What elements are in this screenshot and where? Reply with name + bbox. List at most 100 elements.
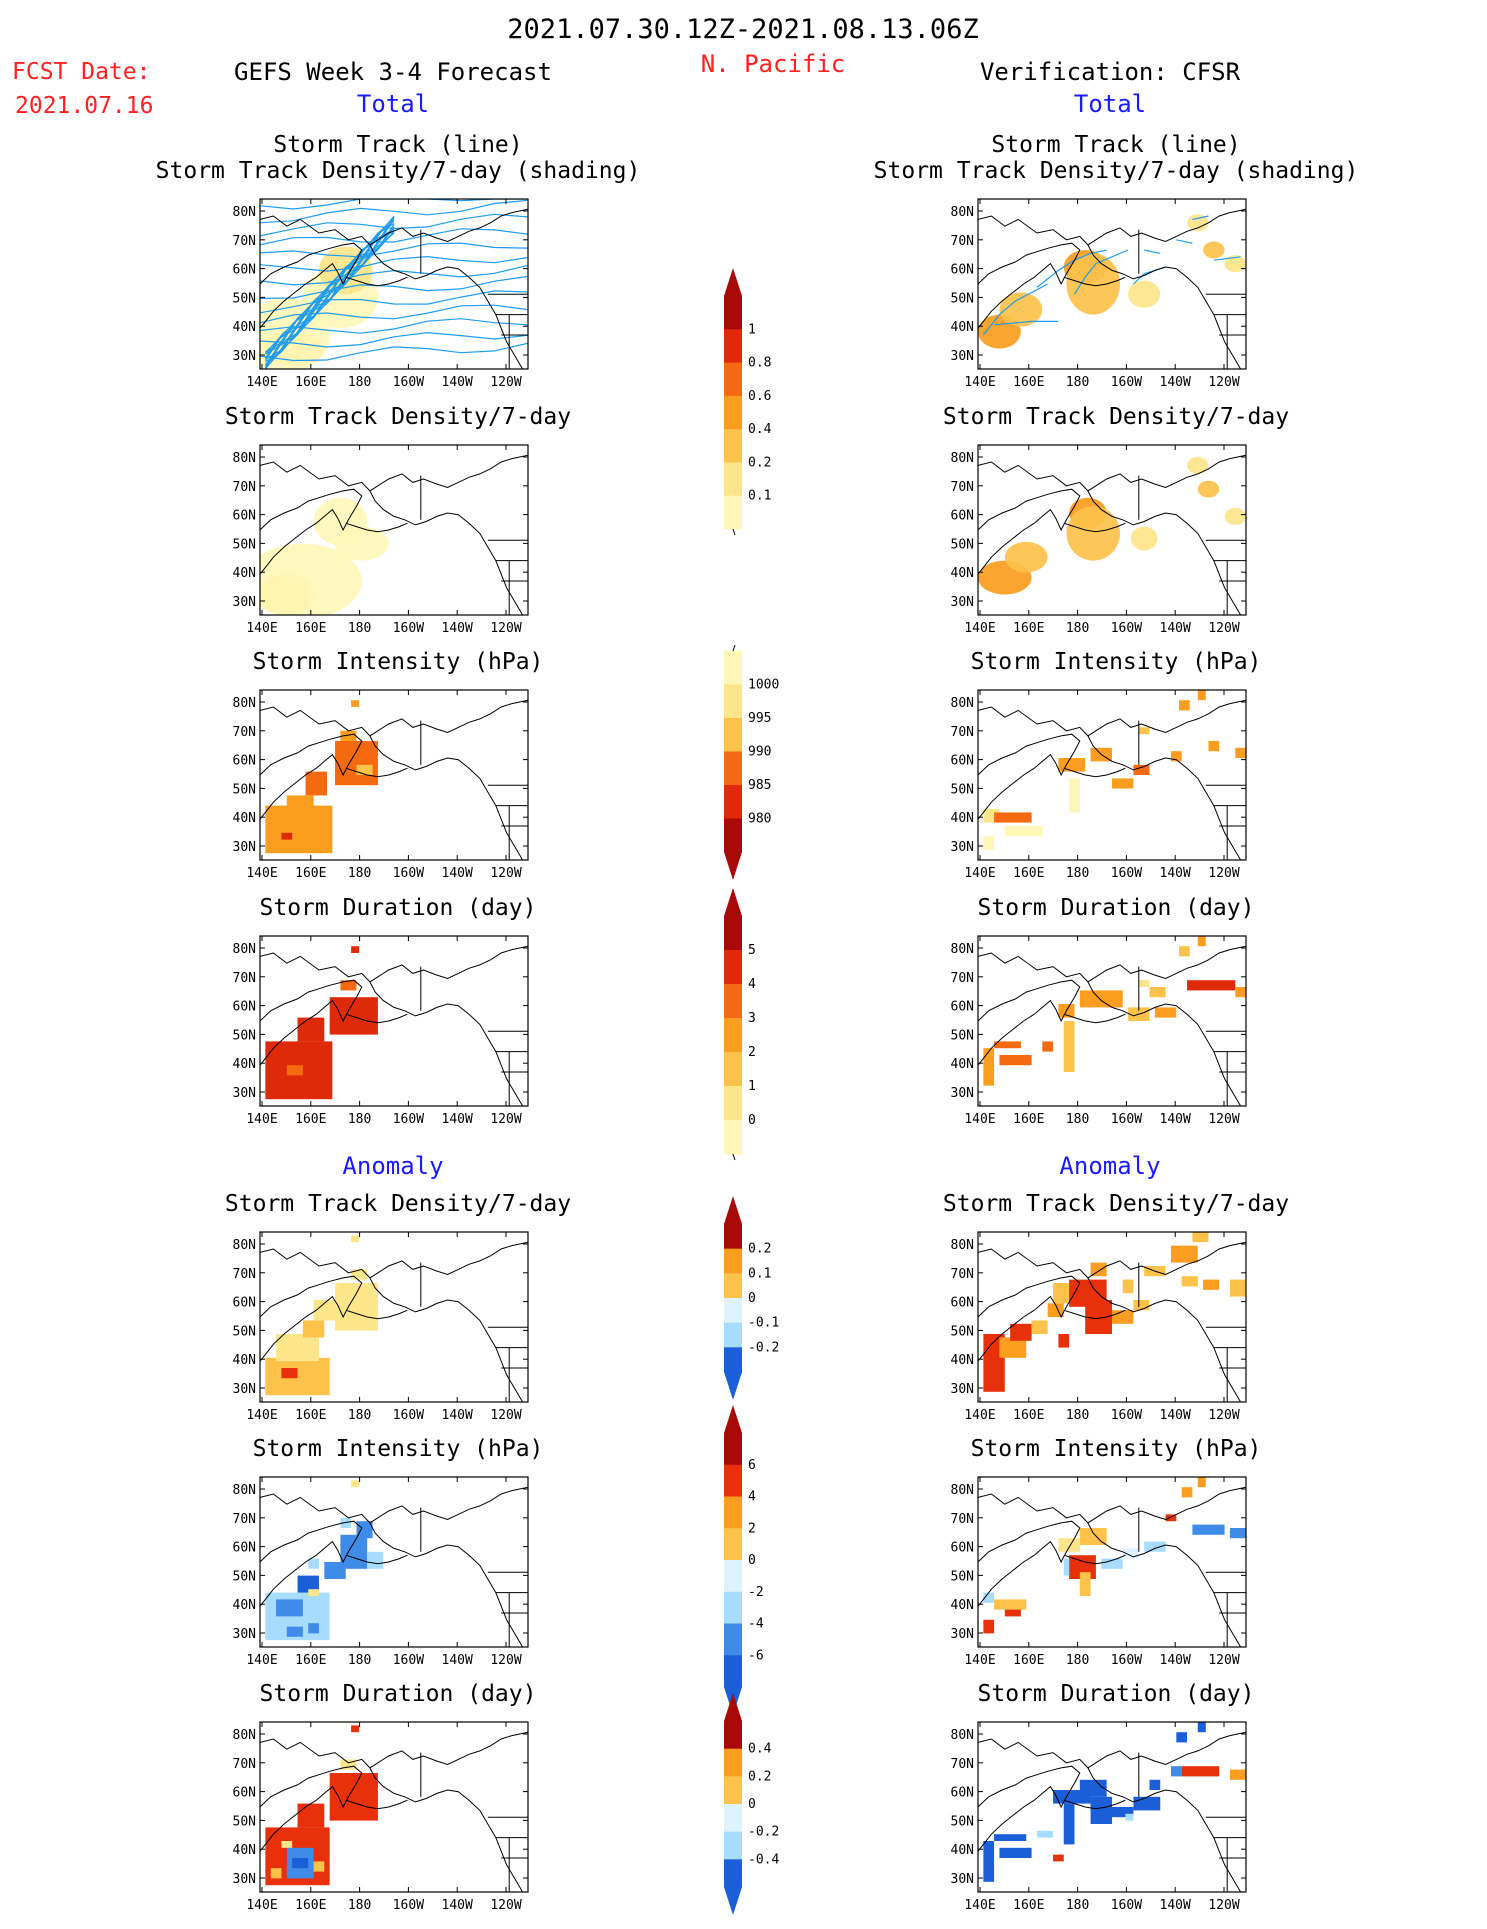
colorbar-tail xyxy=(732,1153,736,1161)
x-tick-label: 120W xyxy=(1208,1112,1239,1127)
coastline xyxy=(345,1554,408,1565)
y-tick-label: 30N xyxy=(951,840,974,855)
y-tick-label: 50N xyxy=(951,291,974,306)
colorbar-triangle-top xyxy=(724,268,742,296)
grid-cell-patch xyxy=(297,1575,319,1593)
x-tick-label: 160E xyxy=(295,1898,326,1913)
coastline xyxy=(978,733,1081,820)
colorbar-segment xyxy=(724,1496,742,1529)
panel-title: Storm Intensity (hPa) xyxy=(971,649,1262,675)
storm-track-line xyxy=(982,283,1048,336)
storm-track-line xyxy=(260,318,528,334)
y-tick-label: 60N xyxy=(951,263,974,278)
grid-cell-patch xyxy=(356,1521,373,1539)
x-tick-label: 140E xyxy=(246,1898,277,1913)
x-tick-label: 160W xyxy=(1111,1653,1142,1668)
colorbar-segment xyxy=(724,1018,742,1053)
grid-cell-patch xyxy=(983,836,995,850)
coastline xyxy=(1063,522,1126,533)
y-tick-label: 80N xyxy=(233,696,256,711)
colorbar-label: 0.2 xyxy=(748,1769,771,1784)
grid-cell-patch xyxy=(1197,1722,1206,1733)
panel-cfsr-total-track: Storm Track (line)Storm Track Density/7-… xyxy=(874,132,1359,390)
y-tick-label: 30N xyxy=(233,349,256,364)
panel-title: Storm Duration (day) xyxy=(978,1681,1255,1707)
y-tick-label: 40N xyxy=(233,1057,256,1072)
x-tick-label: 180 xyxy=(1066,1112,1089,1127)
storm-track-line xyxy=(260,228,528,246)
grid-cell-patch xyxy=(1133,1300,1150,1311)
colorbar-segment xyxy=(724,1248,742,1274)
map-frame xyxy=(977,198,1247,370)
panel-title: Storm Track (line) xyxy=(273,132,522,158)
coastline xyxy=(369,454,528,492)
panel-subtitle: Storm Track Density/7-day (shading) xyxy=(874,158,1359,184)
grid-cell-patch xyxy=(313,1300,341,1321)
grid-cell-patch xyxy=(1179,946,1190,957)
x-tick-label: 160W xyxy=(1111,1408,1142,1423)
y-tick-label: 80N xyxy=(233,942,256,957)
x-tick-label: 140W xyxy=(442,1112,473,1127)
colorbar-segment xyxy=(724,1776,742,1805)
y-tick-label: 50N xyxy=(951,537,974,552)
grid-cell-patch xyxy=(1192,1232,1209,1243)
y-tick-label: 60N xyxy=(233,509,256,524)
colorbar-label: 0.4 xyxy=(748,422,772,437)
colorbar-segment xyxy=(724,1322,742,1348)
x-tick-label: 160W xyxy=(1111,375,1142,390)
x-tick-label: 140E xyxy=(246,1653,277,1668)
y-tick-label: 70N xyxy=(951,1757,974,1772)
map-area xyxy=(260,1477,528,1647)
colorbar-label: 5 xyxy=(748,943,756,958)
panel-fcst-total-duration: Storm Duration (day) 80N 70N 60N 50N 40N 30N 14… xyxy=(233,895,537,1127)
x-tick-label: 140W xyxy=(1160,621,1191,636)
colorbar-label: -0.4 xyxy=(748,1852,779,1867)
panel-fcst-anom-duration: Storm Duration (day) 80N 70N 60N 50N 40N 30N 14… xyxy=(233,1681,537,1913)
grid-cell-patch xyxy=(1133,764,1150,775)
colorbar-label: -6 xyxy=(748,1648,764,1663)
y-tick-label: 40N xyxy=(233,1353,256,1368)
x-tick-label: 180 xyxy=(348,866,371,881)
grid-cell-patch xyxy=(1042,1041,1054,1052)
x-tick-label: 140W xyxy=(1160,1408,1191,1423)
colorbar-label: 985 xyxy=(748,778,771,793)
colorbar-cb-duration: 5 4 3 2 1 0 xyxy=(724,888,756,1161)
y-tick-label: 80N xyxy=(233,451,256,466)
y-tick-label: 70N xyxy=(951,234,974,249)
panel-fcst-total-density: Storm Track Density/7-day 80N 70N 60N 50N 40N… xyxy=(225,404,571,636)
y-tick-label: 70N xyxy=(233,1757,256,1772)
colorbar-triangle-bottom xyxy=(724,1372,742,1400)
x-tick-label: 140W xyxy=(1160,1898,1191,1913)
colorbar-label: 1 xyxy=(748,322,756,337)
y-tick-label: 70N xyxy=(233,971,256,986)
y-tick-label: 60N xyxy=(951,1541,974,1556)
total-label-right: Total xyxy=(1074,90,1146,118)
grid-cell-patch xyxy=(1179,700,1190,711)
x-tick-label: 160W xyxy=(393,621,424,636)
coastline xyxy=(1087,735,1242,860)
grid-cell-patch xyxy=(1036,1830,1054,1838)
coastline xyxy=(1087,981,1242,1106)
density-shading xyxy=(1224,507,1246,525)
grid-cell-patch xyxy=(1165,1514,1177,1522)
colorbar-label: 0 xyxy=(748,1797,756,1812)
x-tick-label: 120W xyxy=(1208,1653,1239,1668)
coastline xyxy=(1087,1731,1246,1769)
map-area xyxy=(978,1232,1246,1402)
colorbar-tail xyxy=(732,528,736,536)
x-tick-label: 160E xyxy=(295,621,326,636)
grid-cell-patch xyxy=(351,1725,360,1733)
colorbar-label: 0.2 xyxy=(748,1242,771,1257)
grid-cell-patch xyxy=(302,1320,325,1338)
y-tick-label: 70N xyxy=(951,1267,974,1282)
coastline xyxy=(1087,1767,1242,1892)
panel-cfsr-total-density: Storm Track Density/7-day 80N 70N 60N 50N 40N… xyxy=(943,404,1289,636)
x-tick-label: 140W xyxy=(1160,1112,1191,1127)
colorbar-segment xyxy=(724,1831,742,1860)
grid-cell-patch xyxy=(994,1041,1021,1049)
grid-cell-patch xyxy=(983,1048,995,1086)
grid-cell-patch xyxy=(983,1592,995,1603)
coastline xyxy=(1087,490,1242,615)
coastline xyxy=(260,215,371,246)
